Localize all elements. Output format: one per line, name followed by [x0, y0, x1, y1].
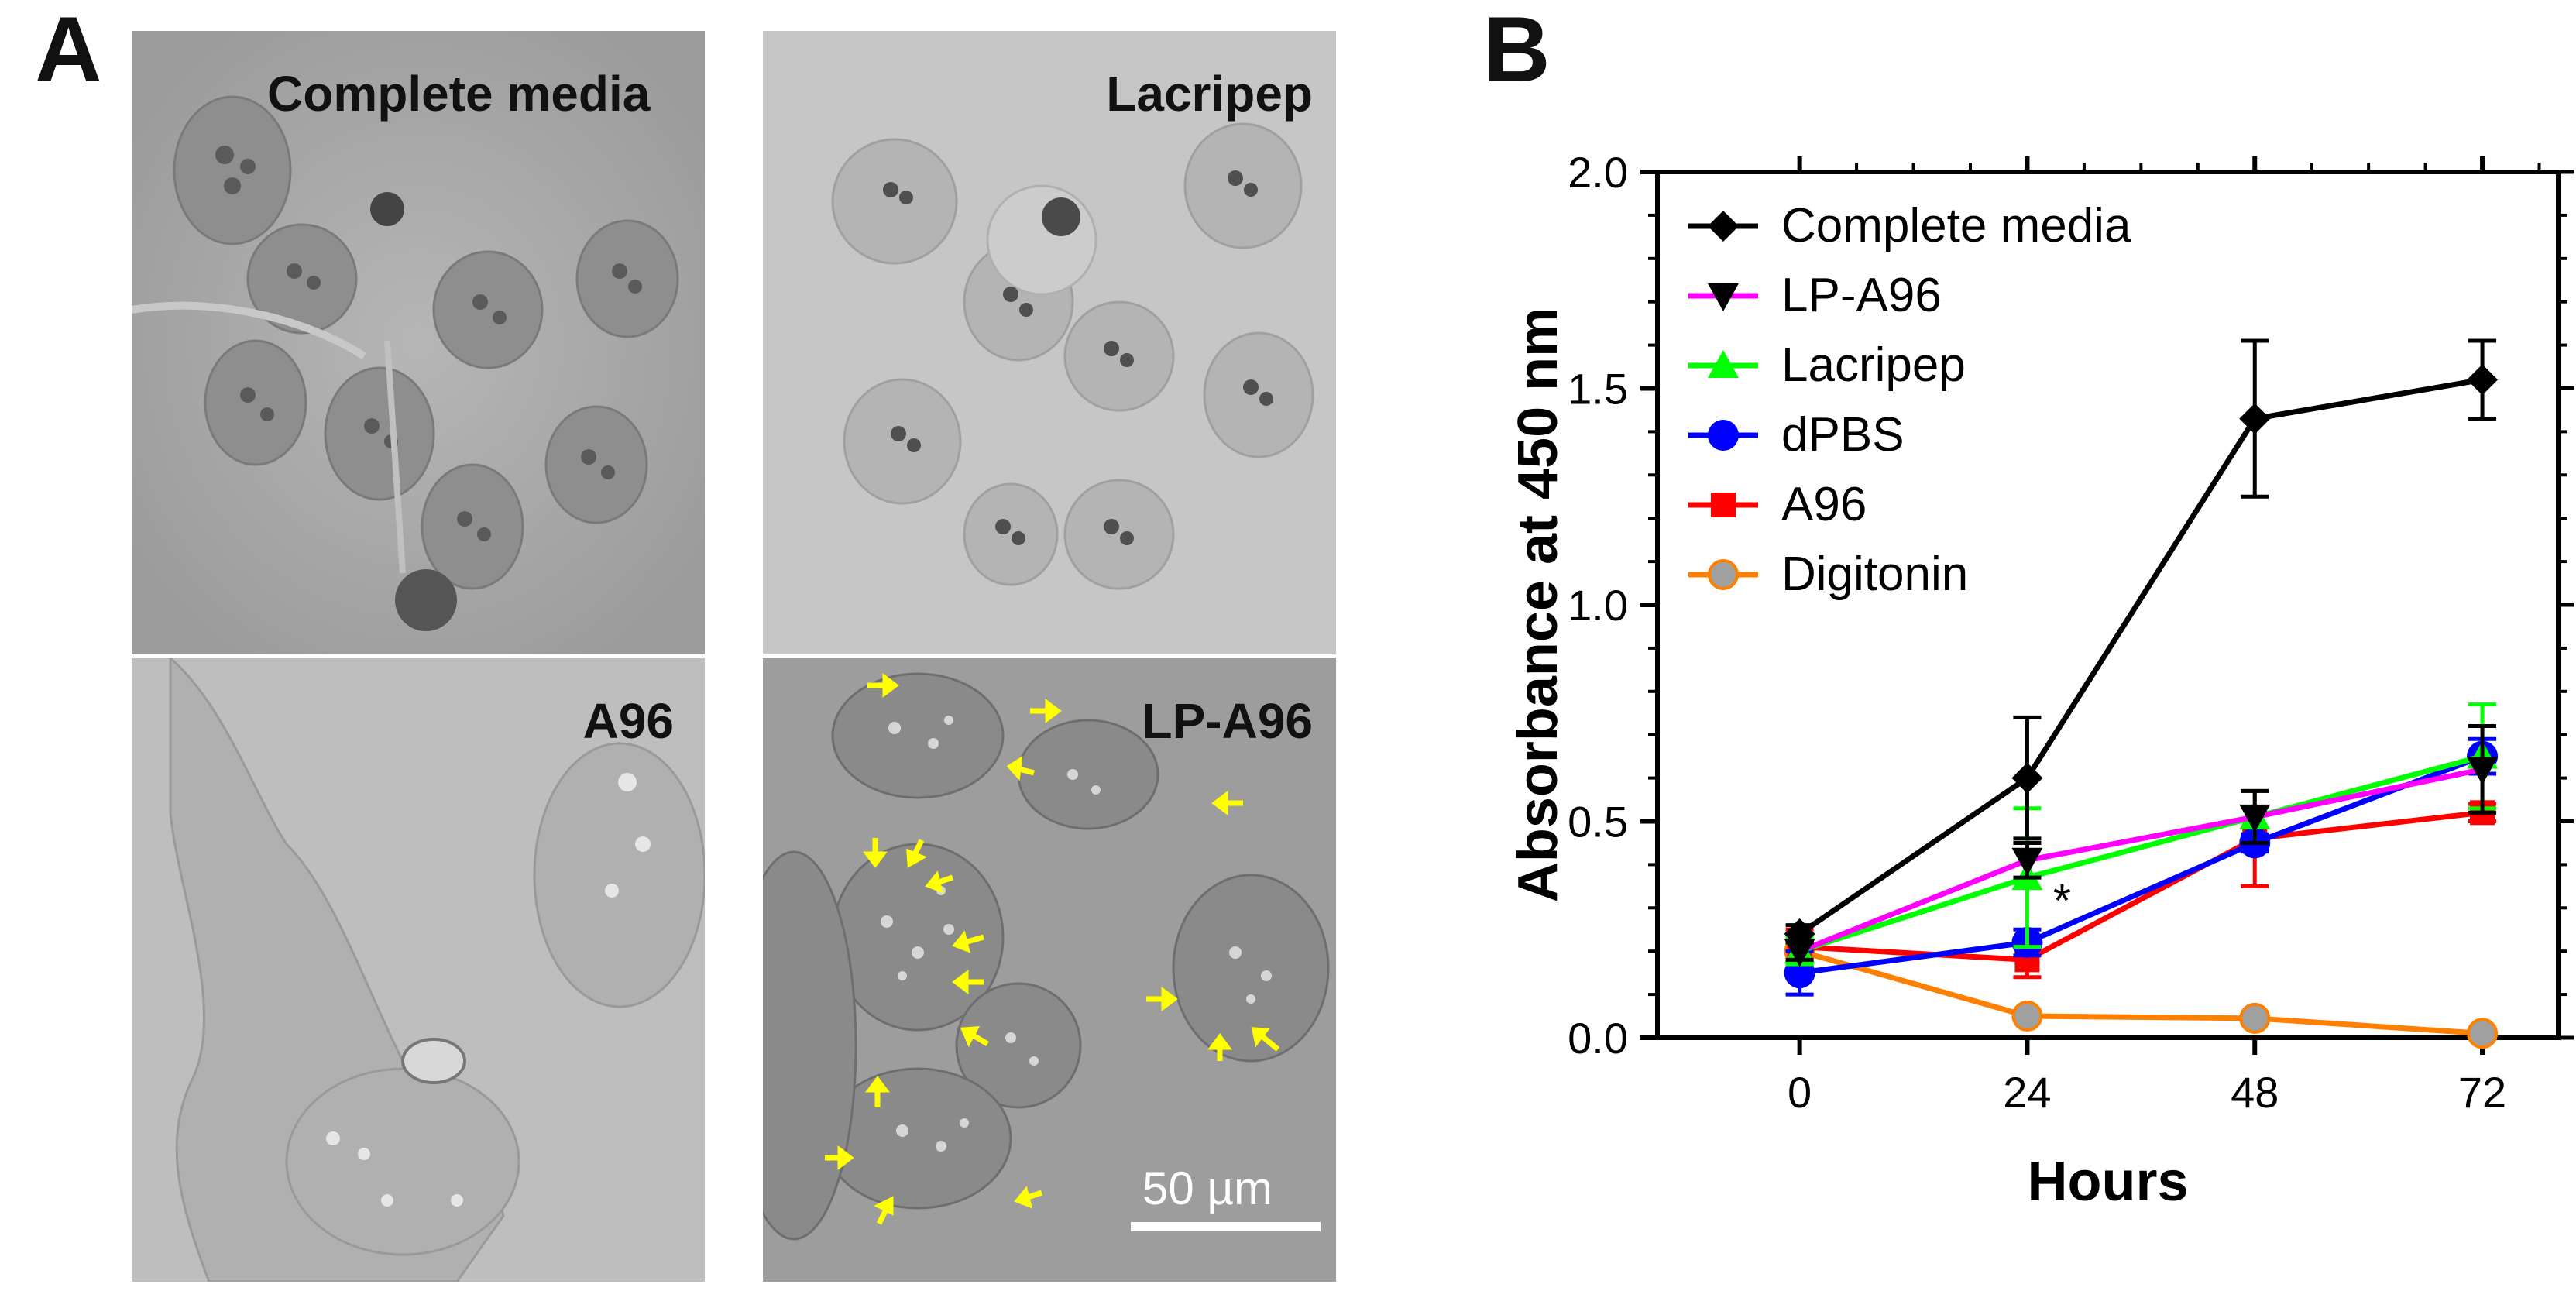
data-point-complete-media [2467, 364, 2499, 396]
micrograph-complete-media: Complete media [132, 31, 705, 654]
panel-b-letter: B [1483, 0, 1551, 101]
micrograph-label-lp-a96: LP-A96 [1142, 693, 1314, 749]
y-tick-label: 0.0 [1568, 1014, 1628, 1063]
series-line-digitonin [1798, 948, 2483, 1036]
x-axis-label: Hours [2027, 1151, 2188, 1213]
micrograph-label-lacripep: Lacripep [1106, 66, 1313, 122]
legend-label-lacripep: Lacripep [1781, 338, 1966, 392]
legend-marker-digitonin [1708, 559, 1739, 590]
micrograph-a96-image [132, 658, 705, 1282]
x-tick-label: 0 [1788, 1068, 1812, 1117]
data-point-digitonin [2011, 1001, 2043, 1032]
micrograph-a96: A96 [132, 658, 705, 1282]
data-point-complete-media [2239, 403, 2271, 434]
data-point-digitonin [2239, 1002, 2271, 1034]
micrograph-lacripep-image [763, 31, 1336, 654]
legend-label-lp-a96: LP-A96 [1781, 269, 1942, 322]
significance-asterisk: * [2053, 874, 2071, 926]
series-line-a96 [1799, 809, 2483, 963]
series-line-lacripep [1798, 754, 2483, 954]
legend-marker-lp-a96 [1708, 283, 1739, 311]
legend-label-dpbs: dPBS [1781, 408, 1905, 462]
series-line-lp-a96 [1798, 766, 2483, 954]
legend-marker-lacripep [1708, 350, 1739, 378]
data-point-lp-a96 [2011, 847, 2043, 876]
y-tick-label: 2.0 [1568, 148, 1628, 197]
series-line-dpbs [1799, 754, 2484, 976]
y-axis-label: Absorbance at 450 nm [1507, 307, 1569, 902]
data-point-complete-media [1784, 918, 1815, 949]
data-point-complete-media [2011, 762, 2043, 794]
arrow-markers [825, 673, 1280, 1225]
micrograph-lacripep: Lacripep [763, 31, 1336, 654]
micrograph-complete-media-image [132, 31, 705, 654]
legend-marker-complete-media [1708, 211, 1739, 242]
legend-label-digitonin: Digitonin [1781, 548, 1968, 601]
series-line-complete-media [1798, 376, 2483, 936]
legend-marker-a96 [1711, 493, 1736, 517]
micrograph-lp-a96: LP-A96 50 µm [763, 658, 1336, 1282]
data-point-lp-a96 [2467, 757, 2499, 785]
legend-marker-dpbs [1708, 420, 1739, 451]
data-point-digitonin [2467, 1018, 2499, 1049]
scale-bar [1131, 1222, 1321, 1231]
x-tick-label: 72 [2458, 1068, 2506, 1117]
legend-label-complete-media: Complete media [1781, 199, 2131, 252]
micrograph-label-a96: A96 [582, 693, 674, 749]
y-tick-label: 1.5 [1568, 365, 1628, 414]
scale-bar-label: 50 µm [1142, 1162, 1273, 1214]
legend-label-a96: A96 [1781, 478, 1867, 531]
micrograph-lp-a96-image [763, 658, 1336, 1282]
panel-a-letter: A [35, 0, 102, 101]
micrograph-label-complete-media: Complete media [267, 66, 651, 122]
x-tick-label: 48 [2231, 1068, 2279, 1117]
y-tick-label: 1.0 [1568, 581, 1628, 630]
absorbance-line-chart: 0.0 0.5 1.0 1.5 2.0 0 24 48 72 Hours Absorbance at… [1507, 148, 2574, 1213]
x-tick-label: 24 [2003, 1068, 2051, 1117]
y-tick-label: 0.5 [1568, 798, 1628, 846]
data-point-lp-a96 [2239, 804, 2271, 833]
data-point-lp-a96 [1784, 939, 1815, 967]
